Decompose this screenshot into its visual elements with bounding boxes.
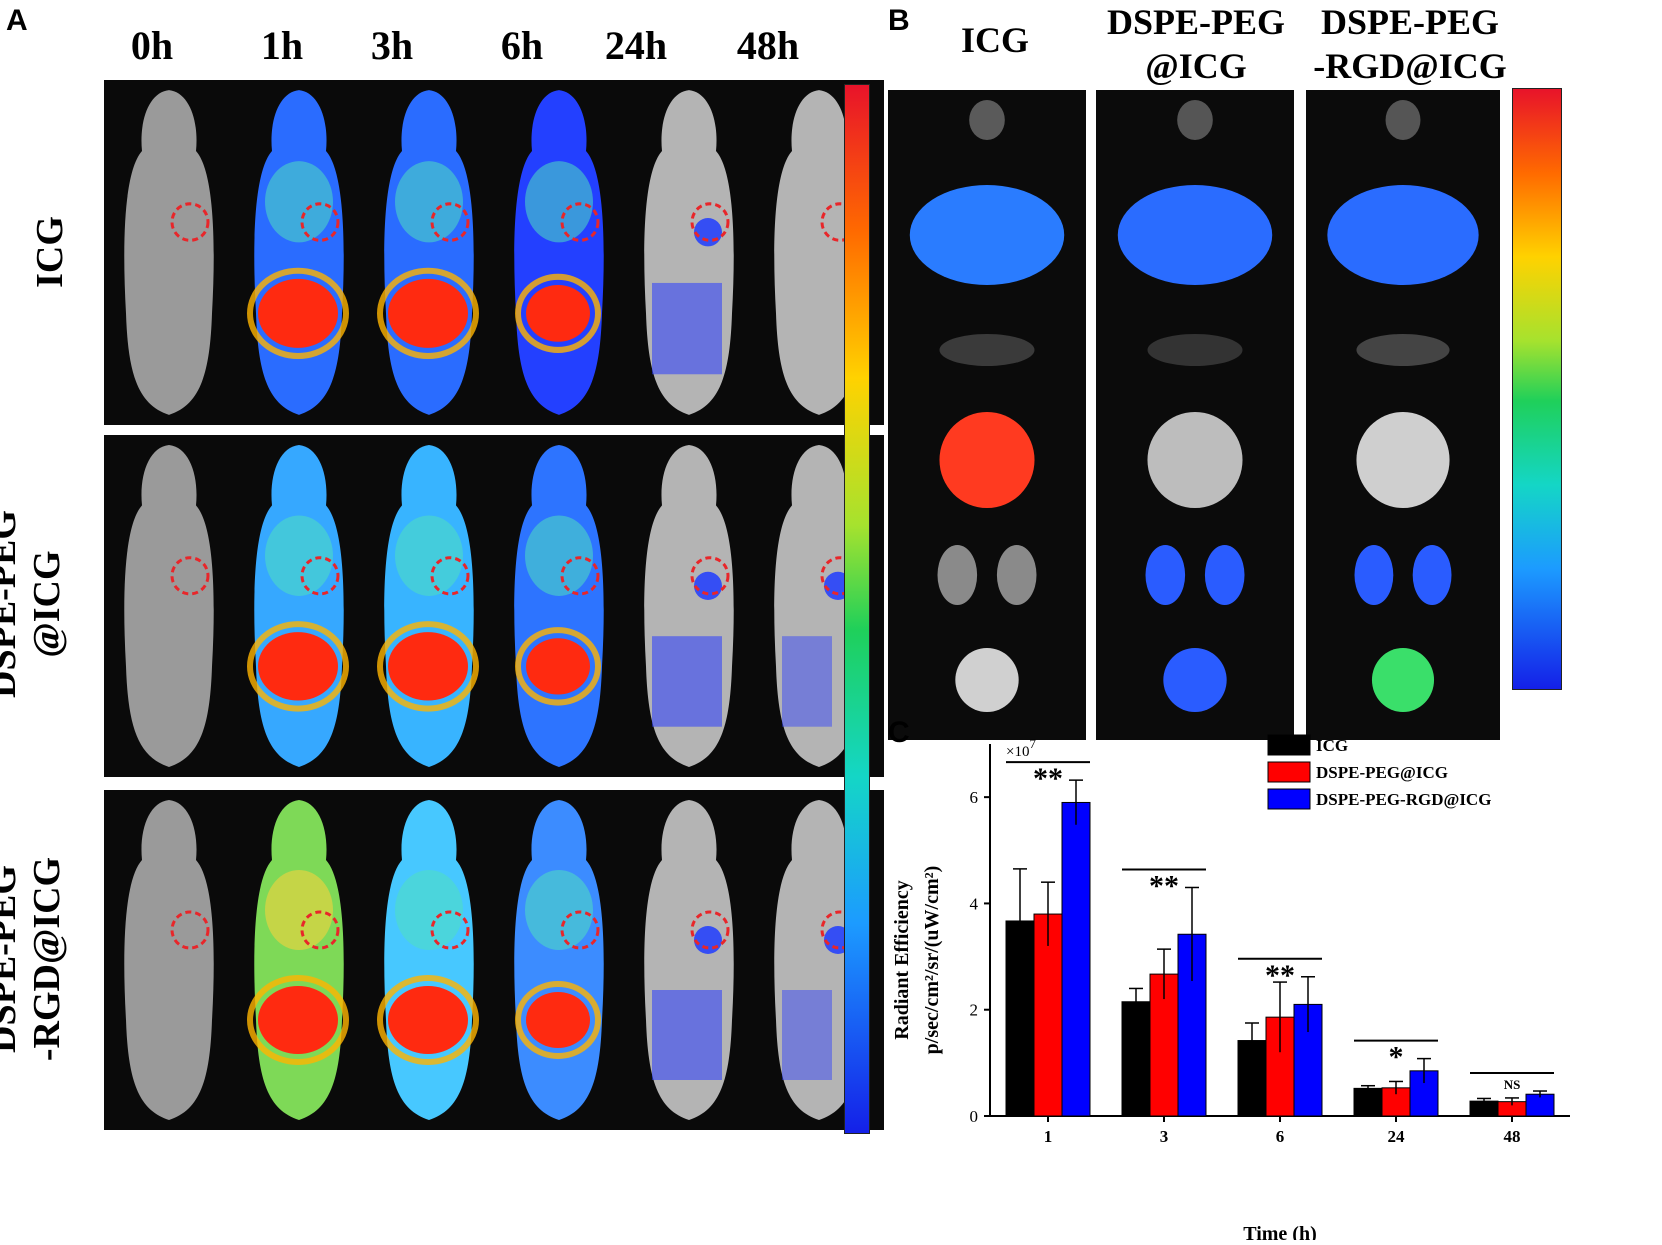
mouse-image — [104, 435, 234, 777]
bar — [1061, 801, 1091, 1117]
panel-c-label: C — [888, 716, 910, 749]
tumor-circle — [690, 202, 730, 242]
organ-title-2-line2: @ICG — [1145, 46, 1247, 86]
legend-swatch — [1267, 761, 1311, 783]
bar — [1353, 1087, 1383, 1117]
bar — [1033, 913, 1063, 1117]
bar — [1265, 1016, 1295, 1117]
mouse-image — [364, 435, 494, 777]
significance-label: NS — [1504, 1077, 1521, 1092]
mouse-row-dspe-peg-icg — [104, 435, 884, 777]
organ-image — [1327, 100, 1479, 712]
tumor-circle — [300, 556, 340, 596]
tumor-circle — [300, 202, 340, 242]
row-label-2-line1: DSPE-PEG — [0, 510, 24, 698]
organ-title-3-line1: DSPE-PEG — [1320, 2, 1499, 42]
organ-title-dspe-peg-icg: DSPE-PEG @ICG — [1096, 0, 1296, 88]
time-label-24h: 24h — [604, 23, 668, 68]
time-label-3h: 3h — [370, 23, 414, 68]
organ-title-icg: ICG — [930, 18, 1060, 62]
row-label-2-line2: @ICG — [26, 550, 68, 658]
mouse-image — [104, 790, 234, 1130]
organ-panel-icg — [888, 90, 1086, 740]
mouse-image — [104, 80, 234, 425]
mouse-image — [754, 435, 884, 777]
significance-label: ** — [1265, 959, 1295, 992]
mouse-image — [494, 435, 624, 777]
time-label-6h: 6h — [500, 23, 544, 68]
tumor-circle — [560, 202, 600, 242]
mouse-row-dspe-peg-rgd-icg — [104, 790, 884, 1130]
mouse-image — [364, 790, 494, 1130]
organ-panel-dspe-peg-icg — [1096, 90, 1294, 740]
y-axis-label-line2: p/sec/cm²/sr/(uW/cm²) — [921, 866, 943, 1055]
row-label-dspe-peg-rgd-icg: DSPE-PEG -RGD@ICG — [0, 819, 69, 1099]
organ-title-3-line2: -RGD@ICG — [1313, 46, 1507, 86]
significance-label: * — [1389, 1041, 1404, 1074]
organ-image — [909, 100, 1065, 712]
tumor-circle — [690, 910, 730, 950]
x-tick-label: 48 — [1504, 1127, 1521, 1146]
mouse-image — [754, 790, 884, 1130]
y-tick-label: 0 — [970, 1107, 979, 1126]
legend-label: DSPE-PEG-RGD@ICG — [1316, 790, 1491, 809]
panel-a-label: A — [6, 4, 28, 37]
tumor-circle — [560, 556, 600, 596]
mouse-image — [624, 435, 754, 777]
mouse-image — [494, 790, 624, 1130]
row-label-dspe-peg-icg: DSPE-PEG @ICG — [0, 474, 69, 734]
y-axis-label-line1: Radiant Efficiency — [891, 880, 913, 1039]
mouse-row-icg — [104, 80, 884, 425]
bar — [1121, 1001, 1151, 1117]
x-tick-label: 6 — [1276, 1127, 1285, 1146]
tumor-circle — [430, 910, 470, 950]
time-label-0h: 0h — [130, 23, 174, 68]
mouse-image — [494, 80, 624, 425]
mouse-image — [364, 80, 494, 425]
row-label-3-line2: -RGD@ICG — [26, 856, 68, 1062]
legend-swatch — [1267, 734, 1311, 756]
row-label-3-line1: DSPE-PEG — [0, 865, 24, 1053]
mouse-image — [624, 80, 754, 425]
panel-b-colorbar — [1512, 88, 1562, 690]
legend-label: DSPE-PEG@ICG — [1316, 763, 1448, 782]
organ-title-2-line1: DSPE-PEG — [1106, 2, 1285, 42]
organ-image — [1117, 100, 1273, 712]
time-label-1h: 1h — [260, 23, 304, 68]
panel-b-label: B — [888, 4, 910, 37]
mouse-image — [234, 435, 364, 777]
mouse-image — [624, 790, 754, 1130]
significance-label: ** — [1033, 762, 1063, 795]
tumor-circle — [170, 202, 210, 242]
tumor-circle — [560, 910, 600, 950]
mouse-image — [234, 80, 364, 425]
x-axis-label: Time (h) — [1243, 1223, 1317, 1240]
legend-label: ICG — [1316, 736, 1348, 755]
y-tick-label: 4 — [970, 894, 979, 913]
organ-title-icg-line1: ICG — [960, 20, 1029, 60]
organ-panel-dspe-peg-rgd-icg — [1306, 90, 1500, 740]
time-label-48h: 48h — [736, 23, 800, 68]
tumor-circle — [430, 202, 470, 242]
tumor-circle — [170, 556, 210, 596]
bar — [1525, 1093, 1555, 1117]
x-tick-label: 3 — [1160, 1127, 1169, 1146]
x-tick-label: 1 — [1044, 1127, 1053, 1146]
y-tick-label: 2 — [970, 1001, 979, 1020]
tumor-circle — [690, 556, 730, 596]
panel-a-colorbar — [844, 84, 870, 1134]
row-label-icg-line1: ICG — [29, 216, 71, 288]
x-tick-label: 24 — [1388, 1127, 1406, 1146]
mouse-image — [234, 790, 364, 1130]
tumor-circle — [170, 910, 210, 950]
y-tick-label: 6 — [970, 788, 979, 807]
tumor-circle — [300, 910, 340, 950]
row-label-icg: ICG — [28, 182, 72, 322]
significance-label: ** — [1149, 869, 1179, 902]
tumor-circle — [430, 556, 470, 596]
organ-title-dspe-peg-rgd-icg: DSPE-PEG -RGD@ICG — [1300, 0, 1520, 88]
legend-swatch — [1267, 788, 1311, 810]
y-multiplier: ×107 — [1006, 736, 1036, 760]
